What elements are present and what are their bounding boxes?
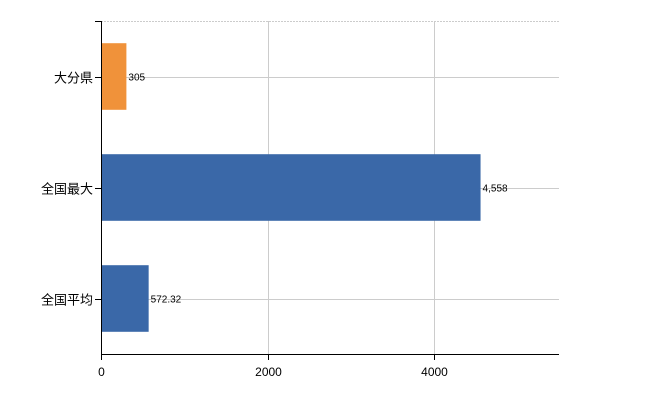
y-tick-label-2: 全国平均: [41, 293, 93, 309]
data-label-1: 4,558: [483, 184, 508, 195]
y-tick-label-0: 大分県: [54, 72, 93, 87]
data-label-0: 305: [128, 73, 145, 84]
x-tick-label-1: 2000: [255, 365, 282, 379]
axes: [95, 21, 559, 360]
data-label-2: 572.32: [151, 295, 182, 306]
y-tick-label-1: 全国最大: [41, 182, 93, 198]
x-tick-label-2: 4000: [421, 365, 448, 379]
x-tick-label-0: 0: [98, 365, 105, 379]
bar-0: [101, 43, 127, 110]
bar-2: [101, 265, 149, 332]
bars: [101, 43, 481, 332]
bar-1: [101, 154, 481, 221]
